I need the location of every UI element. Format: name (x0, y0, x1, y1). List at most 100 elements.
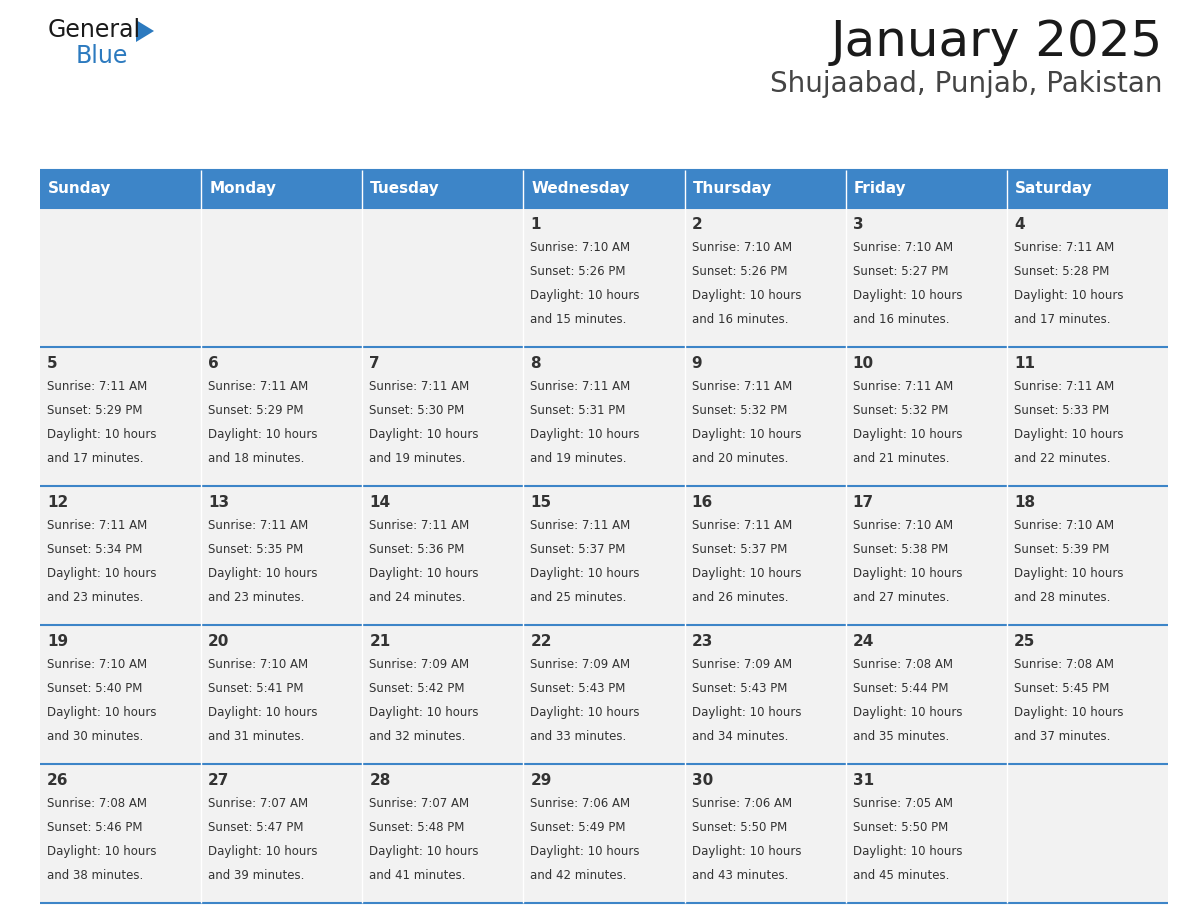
Text: and 27 minutes.: and 27 minutes. (853, 591, 949, 604)
Text: Sunset: 5:32 PM: Sunset: 5:32 PM (853, 404, 948, 417)
Text: Daylight: 10 hours: Daylight: 10 hours (530, 428, 640, 441)
Text: and 37 minutes.: and 37 minutes. (1013, 730, 1111, 743)
Text: Sunrise: 7:11 AM: Sunrise: 7:11 AM (530, 519, 631, 532)
Text: and 19 minutes.: and 19 minutes. (369, 452, 466, 465)
Text: Daylight: 10 hours: Daylight: 10 hours (1013, 706, 1124, 719)
Bar (524, 208, 684, 347)
Text: 12: 12 (48, 495, 68, 510)
Text: Wednesday: Wednesday (531, 182, 630, 196)
Text: 18: 18 (1013, 495, 1035, 510)
Text: Daylight: 10 hours: Daylight: 10 hours (530, 706, 640, 719)
Text: and 16 minutes.: and 16 minutes. (853, 313, 949, 326)
Text: 14: 14 (369, 495, 391, 510)
Bar (201, 347, 362, 486)
Text: Daylight: 10 hours: Daylight: 10 hours (853, 706, 962, 719)
Text: Daylight: 10 hours: Daylight: 10 hours (1013, 567, 1124, 580)
Text: Daylight: 10 hours: Daylight: 10 hours (530, 289, 640, 302)
Text: Daylight: 10 hours: Daylight: 10 hours (48, 706, 157, 719)
Text: Sunrise: 7:09 AM: Sunrise: 7:09 AM (369, 658, 469, 671)
Bar (846, 486, 1007, 625)
Bar (846, 764, 1007, 903)
Bar (1007, 625, 1168, 764)
Bar (684, 764, 846, 903)
Bar (1007, 208, 1168, 347)
Text: Sunset: 5:37 PM: Sunset: 5:37 PM (691, 543, 786, 556)
Bar (684, 170, 846, 208)
Text: Sunrise: 7:11 AM: Sunrise: 7:11 AM (1013, 241, 1114, 254)
Bar (524, 764, 684, 903)
Text: and 22 minutes.: and 22 minutes. (1013, 452, 1111, 465)
Text: and 23 minutes.: and 23 minutes. (48, 591, 144, 604)
Text: Sunset: 5:36 PM: Sunset: 5:36 PM (369, 543, 465, 556)
Bar (201, 486, 362, 625)
Text: 8: 8 (530, 356, 541, 371)
Text: Sunrise: 7:08 AM: Sunrise: 7:08 AM (1013, 658, 1114, 671)
Text: 11: 11 (1013, 356, 1035, 371)
Text: Sunrise: 7:08 AM: Sunrise: 7:08 AM (48, 797, 147, 810)
Text: Sunrise: 7:10 AM: Sunrise: 7:10 AM (530, 241, 631, 254)
Text: Daylight: 10 hours: Daylight: 10 hours (48, 845, 157, 858)
Text: 3: 3 (853, 217, 864, 232)
Bar (40, 208, 201, 347)
Text: Sunrise: 7:11 AM: Sunrise: 7:11 AM (208, 519, 309, 532)
Text: Sunset: 5:35 PM: Sunset: 5:35 PM (208, 543, 303, 556)
Text: and 17 minutes.: and 17 minutes. (48, 452, 144, 465)
Text: Sunset: 5:49 PM: Sunset: 5:49 PM (530, 821, 626, 834)
Text: Sunset: 5:26 PM: Sunset: 5:26 PM (691, 265, 788, 278)
Text: Sunset: 5:43 PM: Sunset: 5:43 PM (530, 682, 626, 695)
Text: Sunset: 5:28 PM: Sunset: 5:28 PM (1013, 265, 1110, 278)
Text: Sunrise: 7:10 AM: Sunrise: 7:10 AM (853, 519, 953, 532)
Text: Sunrise: 7:08 AM: Sunrise: 7:08 AM (853, 658, 953, 671)
Bar (40, 764, 201, 903)
Text: 13: 13 (208, 495, 229, 510)
Text: Daylight: 10 hours: Daylight: 10 hours (369, 706, 479, 719)
Text: 7: 7 (369, 356, 380, 371)
Text: Sunset: 5:50 PM: Sunset: 5:50 PM (691, 821, 786, 834)
Text: Sunrise: 7:11 AM: Sunrise: 7:11 AM (530, 380, 631, 393)
Text: and 38 minutes.: and 38 minutes. (48, 868, 144, 882)
Text: and 30 minutes.: and 30 minutes. (48, 730, 144, 743)
Text: 21: 21 (369, 634, 391, 649)
Text: Friday: Friday (854, 182, 906, 196)
Bar (846, 170, 1007, 208)
Text: and 41 minutes.: and 41 minutes. (369, 868, 466, 882)
Text: Daylight: 10 hours: Daylight: 10 hours (369, 428, 479, 441)
Text: and 19 minutes.: and 19 minutes. (530, 452, 627, 465)
Text: Sunset: 5:37 PM: Sunset: 5:37 PM (530, 543, 626, 556)
Text: Daylight: 10 hours: Daylight: 10 hours (853, 289, 962, 302)
Text: Thursday: Thursday (693, 182, 772, 196)
Bar (362, 170, 524, 208)
Text: Sunrise: 7:06 AM: Sunrise: 7:06 AM (530, 797, 631, 810)
Text: Daylight: 10 hours: Daylight: 10 hours (530, 567, 640, 580)
Bar (362, 486, 524, 625)
Text: Daylight: 10 hours: Daylight: 10 hours (530, 845, 640, 858)
Text: 5: 5 (48, 356, 58, 371)
Bar (40, 486, 201, 625)
Text: Sunrise: 7:10 AM: Sunrise: 7:10 AM (48, 658, 147, 671)
Text: Sunset: 5:41 PM: Sunset: 5:41 PM (208, 682, 304, 695)
Bar (362, 347, 524, 486)
Text: Daylight: 10 hours: Daylight: 10 hours (208, 845, 317, 858)
Text: Sunset: 5:44 PM: Sunset: 5:44 PM (853, 682, 948, 695)
Text: Sunset: 5:27 PM: Sunset: 5:27 PM (853, 265, 948, 278)
Text: and 32 minutes.: and 32 minutes. (369, 730, 466, 743)
Bar (1007, 170, 1168, 208)
Text: Sunrise: 7:10 AM: Sunrise: 7:10 AM (691, 241, 791, 254)
Text: Sunset: 5:48 PM: Sunset: 5:48 PM (369, 821, 465, 834)
Text: Sunrise: 7:09 AM: Sunrise: 7:09 AM (691, 658, 791, 671)
Text: Sunrise: 7:11 AM: Sunrise: 7:11 AM (369, 380, 469, 393)
Bar (1007, 486, 1168, 625)
Text: 19: 19 (48, 634, 68, 649)
Text: and 16 minutes.: and 16 minutes. (691, 313, 788, 326)
Text: Sunrise: 7:11 AM: Sunrise: 7:11 AM (369, 519, 469, 532)
Text: Sunset: 5:30 PM: Sunset: 5:30 PM (369, 404, 465, 417)
Text: and 31 minutes.: and 31 minutes. (208, 730, 304, 743)
Bar (524, 347, 684, 486)
Bar (684, 208, 846, 347)
Text: Sunset: 5:34 PM: Sunset: 5:34 PM (48, 543, 143, 556)
Text: Sunset: 5:29 PM: Sunset: 5:29 PM (208, 404, 304, 417)
Polygon shape (135, 20, 154, 42)
Text: 24: 24 (853, 634, 874, 649)
Bar (201, 625, 362, 764)
Text: Sunset: 5:29 PM: Sunset: 5:29 PM (48, 404, 143, 417)
